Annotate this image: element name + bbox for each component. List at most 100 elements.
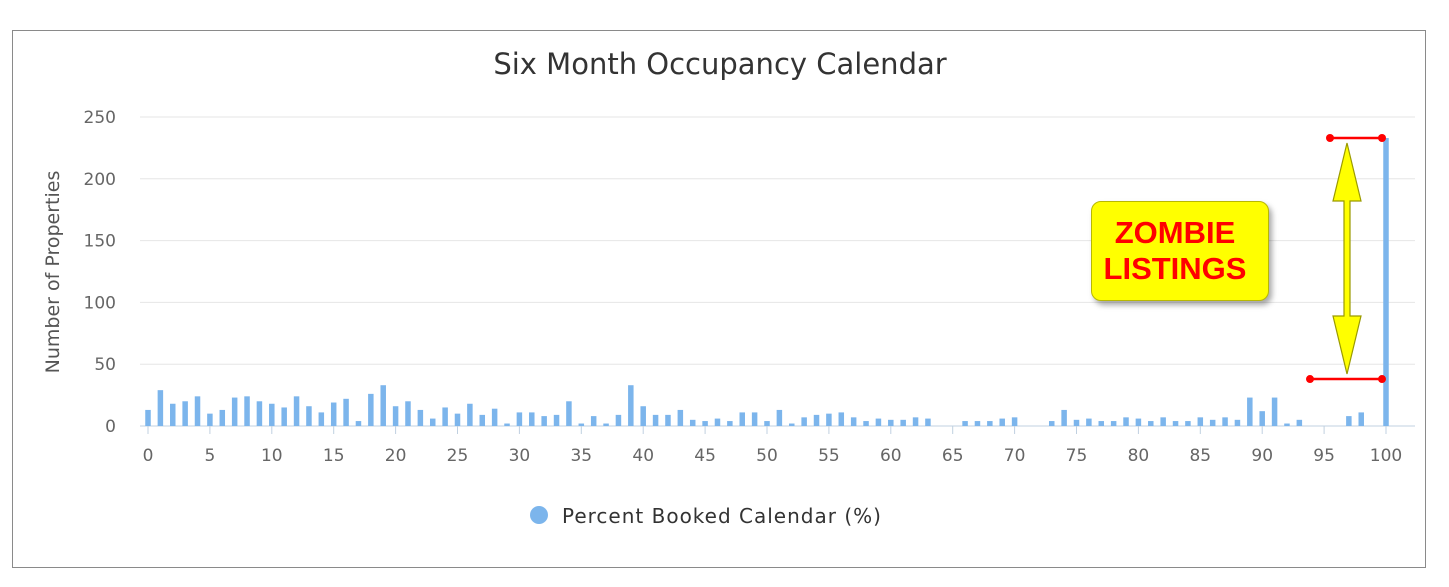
bar[interactable]	[306, 406, 312, 426]
bar[interactable]	[1148, 421, 1154, 426]
bar[interactable]	[628, 385, 634, 426]
bar[interactable]	[1197, 417, 1204, 426]
bar[interactable]	[454, 413, 461, 426]
bar[interactable]	[739, 412, 745, 426]
bar[interactable]	[1086, 418, 1092, 426]
bar[interactable]	[689, 419, 696, 426]
bar[interactable]	[541, 416, 547, 426]
bar[interactable]	[875, 418, 882, 426]
bar[interactable]	[1185, 421, 1191, 426]
bar[interactable]	[789, 423, 795, 426]
bar[interactable]	[1123, 417, 1129, 426]
bar[interactable]	[652, 414, 659, 426]
bar[interactable]	[442, 407, 448, 426]
bar[interactable]	[380, 385, 386, 426]
bar[interactable]	[504, 423, 510, 426]
bar[interactable]	[1383, 138, 1389, 426]
bar[interactable]	[566, 401, 572, 426]
bar[interactable]	[417, 409, 424, 426]
chart-title: Six Month Occupancy Calendar	[493, 47, 946, 81]
bar[interactable]	[170, 403, 176, 426]
y-tick-label: 0	[105, 417, 116, 437]
bar[interactable]	[1296, 419, 1303, 426]
bar[interactable]	[1098, 421, 1105, 426]
bar[interactable]	[429, 418, 436, 426]
bar[interactable]	[1160, 417, 1166, 426]
bar[interactable]	[603, 423, 609, 426]
bar[interactable]	[293, 396, 300, 426]
bar[interactable]	[219, 409, 226, 426]
bar[interactable]	[962, 421, 968, 426]
bar[interactable]	[231, 397, 238, 426]
bar[interactable]	[269, 403, 275, 426]
bar[interactable]	[801, 417, 807, 426]
bar[interactable]	[207, 413, 213, 426]
bar[interactable]	[888, 419, 894, 426]
bar[interactable]	[925, 418, 931, 426]
bar[interactable]	[368, 393, 374, 426]
bar[interactable]	[640, 406, 646, 426]
bar[interactable]	[850, 417, 857, 426]
bar[interactable]	[1110, 421, 1117, 426]
bar[interactable]	[1247, 397, 1253, 426]
bar[interactable]	[479, 414, 486, 426]
x-tick-label: 35	[570, 446, 592, 466]
bar[interactable]	[145, 409, 151, 426]
bar[interactable]	[1358, 412, 1364, 426]
bar[interactable]	[256, 401, 263, 426]
bar[interactable]	[467, 403, 473, 426]
bar[interactable]	[1172, 421, 1179, 426]
bar[interactable]	[974, 421, 981, 426]
bar[interactable]	[516, 412, 523, 426]
x-tick-label: 70	[1004, 446, 1026, 466]
bar[interactable]	[590, 416, 597, 426]
bar[interactable]	[157, 390, 164, 426]
bar[interactable]	[244, 396, 250, 426]
bar[interactable]	[1061, 409, 1067, 426]
bar[interactable]	[999, 418, 1005, 426]
bar[interactable]	[751, 412, 758, 426]
zombie-annotation	[1306, 134, 1386, 384]
bar[interactable]	[1271, 397, 1278, 426]
bar[interactable]	[405, 401, 411, 426]
bar[interactable]	[1222, 417, 1228, 426]
bar[interactable]	[578, 423, 585, 426]
bar[interactable]	[912, 417, 919, 426]
bar[interactable]	[615, 414, 622, 426]
bar[interactable]	[182, 401, 188, 426]
bar[interactable]	[1284, 423, 1290, 426]
bar[interactable]	[677, 409, 684, 426]
bar[interactable]	[281, 407, 287, 426]
bar[interactable]	[330, 402, 337, 426]
bar[interactable]	[764, 421, 770, 426]
bar[interactable]	[491, 408, 498, 426]
bar[interactable]	[838, 412, 845, 426]
legend[interactable]: Percent Booked Calendar (%)	[530, 504, 882, 528]
bar[interactable]	[1073, 419, 1080, 426]
bar[interactable]	[392, 406, 399, 426]
bar[interactable]	[1209, 419, 1216, 426]
bar[interactable]	[1135, 418, 1142, 426]
bar[interactable]	[1011, 417, 1018, 426]
bar[interactable]	[813, 414, 820, 426]
bar[interactable]	[194, 396, 201, 426]
bar[interactable]	[1346, 416, 1352, 426]
bar[interactable]	[826, 413, 832, 426]
bar[interactable]	[863, 421, 869, 426]
bar[interactable]	[553, 414, 560, 426]
bar[interactable]	[665, 414, 671, 426]
bar[interactable]	[1234, 419, 1241, 426]
bar[interactable]	[987, 421, 993, 426]
bar[interactable]	[343, 398, 349, 426]
bar[interactable]	[714, 418, 721, 426]
bar[interactable]	[318, 412, 325, 426]
bar[interactable]	[355, 421, 362, 426]
bar[interactable]	[529, 412, 535, 426]
bar[interactable]	[900, 419, 906, 426]
bar[interactable]	[727, 421, 733, 426]
bar[interactable]	[702, 421, 708, 426]
bar[interactable]	[776, 409, 783, 426]
bar[interactable]	[1048, 421, 1055, 426]
bar[interactable]	[1259, 411, 1265, 426]
bars	[145, 138, 1389, 426]
